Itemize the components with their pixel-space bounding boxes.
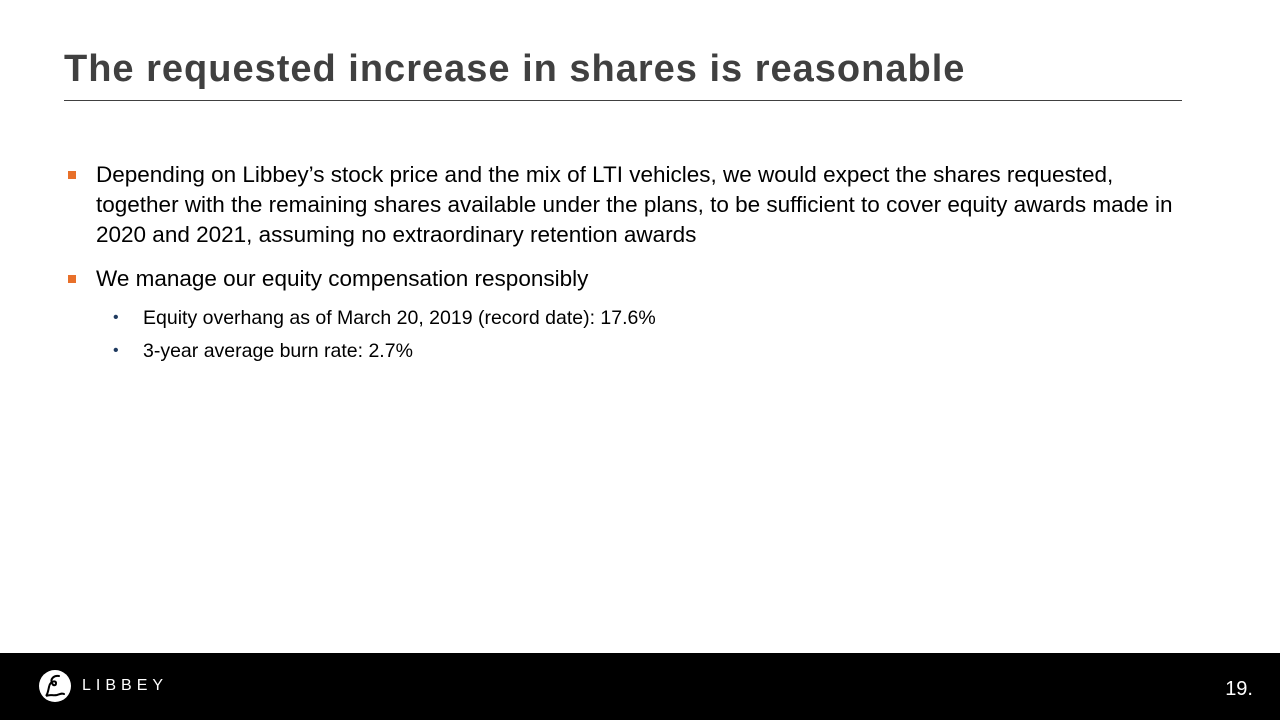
- slide-title: The requested increase in shares is reas…: [64, 48, 966, 90]
- bullet-item: Depending on Libbey’s stock price and th…: [64, 160, 1174, 250]
- dot-bullet-icon: •: [113, 342, 119, 359]
- sub-bullet-item: • 3-year average burn rate: 2.7%: [113, 339, 1174, 363]
- sub-bullet-text: Equity overhang as of March 20, 2019 (re…: [143, 307, 656, 329]
- sub-bullet-text: 3-year average burn rate: 2.7%: [143, 340, 413, 362]
- bullet-list: Depending on Libbey’s stock price and th…: [64, 160, 1174, 372]
- sub-bullet-list: • Equity overhang as of March 20, 2019 (…: [64, 306, 1174, 363]
- square-bullet-icon: [68, 275, 76, 283]
- bullet-item: We manage our equity compensation respon…: [64, 264, 1174, 294]
- libbey-script-l-icon: [39, 670, 71, 702]
- bullet-text: Depending on Libbey’s stock price and th…: [96, 162, 1173, 247]
- page-number: 19.: [1225, 678, 1253, 700]
- bullet-text: We manage our equity compensation respon…: [96, 266, 589, 291]
- libbey-logo: LIBBEY: [38, 669, 168, 703]
- dot-bullet-icon: •: [113, 309, 119, 326]
- logo-wordmark: LIBBEY: [82, 677, 169, 694]
- footer-bar: LIBBEY 19.: [0, 653, 1280, 720]
- sub-bullet-item: • Equity overhang as of March 20, 2019 (…: [113, 306, 1174, 330]
- title-underline: [64, 100, 1182, 101]
- square-bullet-icon: [68, 171, 76, 179]
